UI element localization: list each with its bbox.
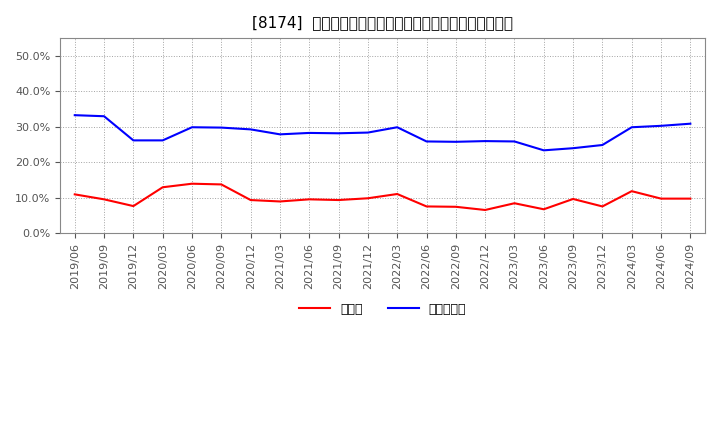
現預金 [158,185,167,190]
現預金 [481,207,490,213]
現預金 [686,196,695,201]
有利子負債 [100,114,109,119]
現預金 [305,197,314,202]
現預金 [598,204,607,209]
有利子負債 [334,131,343,136]
有利子負債 [188,125,197,130]
有利子負債 [422,139,431,144]
有利子負債 [305,130,314,136]
現預金 [657,196,665,201]
Title: [8174]  現預金、有利子負債の総資産に対する比率の推移: [8174] 現預金、有利子負債の総資産に対する比率の推移 [252,15,513,30]
現預金 [217,182,225,187]
Line: 現預金: 現預金 [75,184,690,210]
現預金 [129,203,138,209]
有利子負債 [510,139,519,144]
現預金 [334,198,343,203]
現預金 [71,192,79,197]
有利子負債 [569,146,577,151]
現預金 [276,199,284,204]
有利子負債 [246,127,255,132]
有利子負債 [539,148,548,153]
現預金 [364,196,372,201]
Line: 有利子負債: 有利子負債 [75,115,690,150]
有利子負債 [481,139,490,144]
現預金 [393,191,402,197]
有利子負債 [276,132,284,137]
有利子負債 [627,125,636,130]
有利子負債 [217,125,225,130]
現預金 [510,201,519,206]
有利子負債 [686,121,695,126]
現預金 [539,207,548,212]
現預金 [246,198,255,203]
有利子負債 [364,130,372,135]
Legend: 現預金, 有利子負債: 現預金, 有利子負債 [294,298,472,321]
現預金 [100,197,109,202]
有利子負債 [71,113,79,118]
有利子負債 [598,143,607,148]
有利子負債 [451,139,460,144]
有利子負債 [393,125,402,130]
有利子負債 [657,123,665,128]
現預金 [569,196,577,202]
現預金 [627,188,636,194]
有利子負債 [158,138,167,143]
現預金 [451,204,460,209]
現預金 [422,204,431,209]
現預金 [188,181,197,187]
有利子負債 [129,138,138,143]
